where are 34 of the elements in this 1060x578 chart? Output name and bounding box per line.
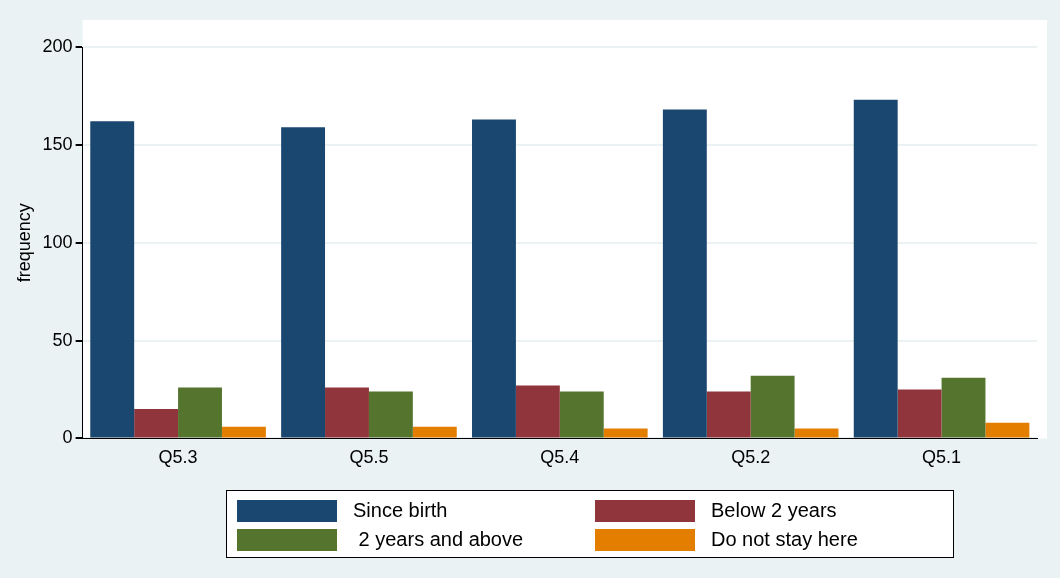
bar	[281, 127, 326, 438]
x-tick-label: Q5.1	[922, 447, 962, 468]
bar	[750, 375, 795, 438]
bar	[603, 428, 648, 438]
bar	[221, 426, 266, 438]
legend-label: Below 2 years	[711, 499, 837, 522]
bar	[134, 409, 179, 438]
y-tick-label: 50	[52, 329, 73, 350]
bar	[325, 387, 369, 438]
bar	[662, 109, 707, 438]
legend-label: Do not stay here	[711, 528, 858, 551]
bar	[368, 391, 413, 438]
bar	[559, 391, 604, 438]
bar	[897, 389, 942, 438]
bar	[90, 121, 135, 438]
bar	[412, 426, 457, 438]
bar	[472, 119, 516, 438]
bar	[941, 377, 986, 438]
x-tick-label: Q5.3	[158, 447, 198, 468]
y-axis-title: frequency	[13, 203, 34, 283]
bar	[178, 387, 222, 438]
legend-label: 2 years and above	[357, 528, 524, 551]
y-tick-label: 100	[42, 231, 73, 252]
x-tick-label: Q5.5	[349, 447, 389, 468]
bar	[515, 385, 560, 438]
y-tick-label: 150	[42, 133, 73, 154]
bar	[706, 391, 751, 438]
bar	[853, 99, 898, 438]
y-tick-label: 0	[62, 427, 73, 448]
x-tick-label: Q5.2	[731, 447, 771, 468]
x-tick-label: Q5.4	[540, 447, 580, 468]
y-tick-label: 200	[42, 35, 73, 56]
bar	[985, 422, 1030, 438]
legend-label: Since birth	[353, 499, 448, 522]
